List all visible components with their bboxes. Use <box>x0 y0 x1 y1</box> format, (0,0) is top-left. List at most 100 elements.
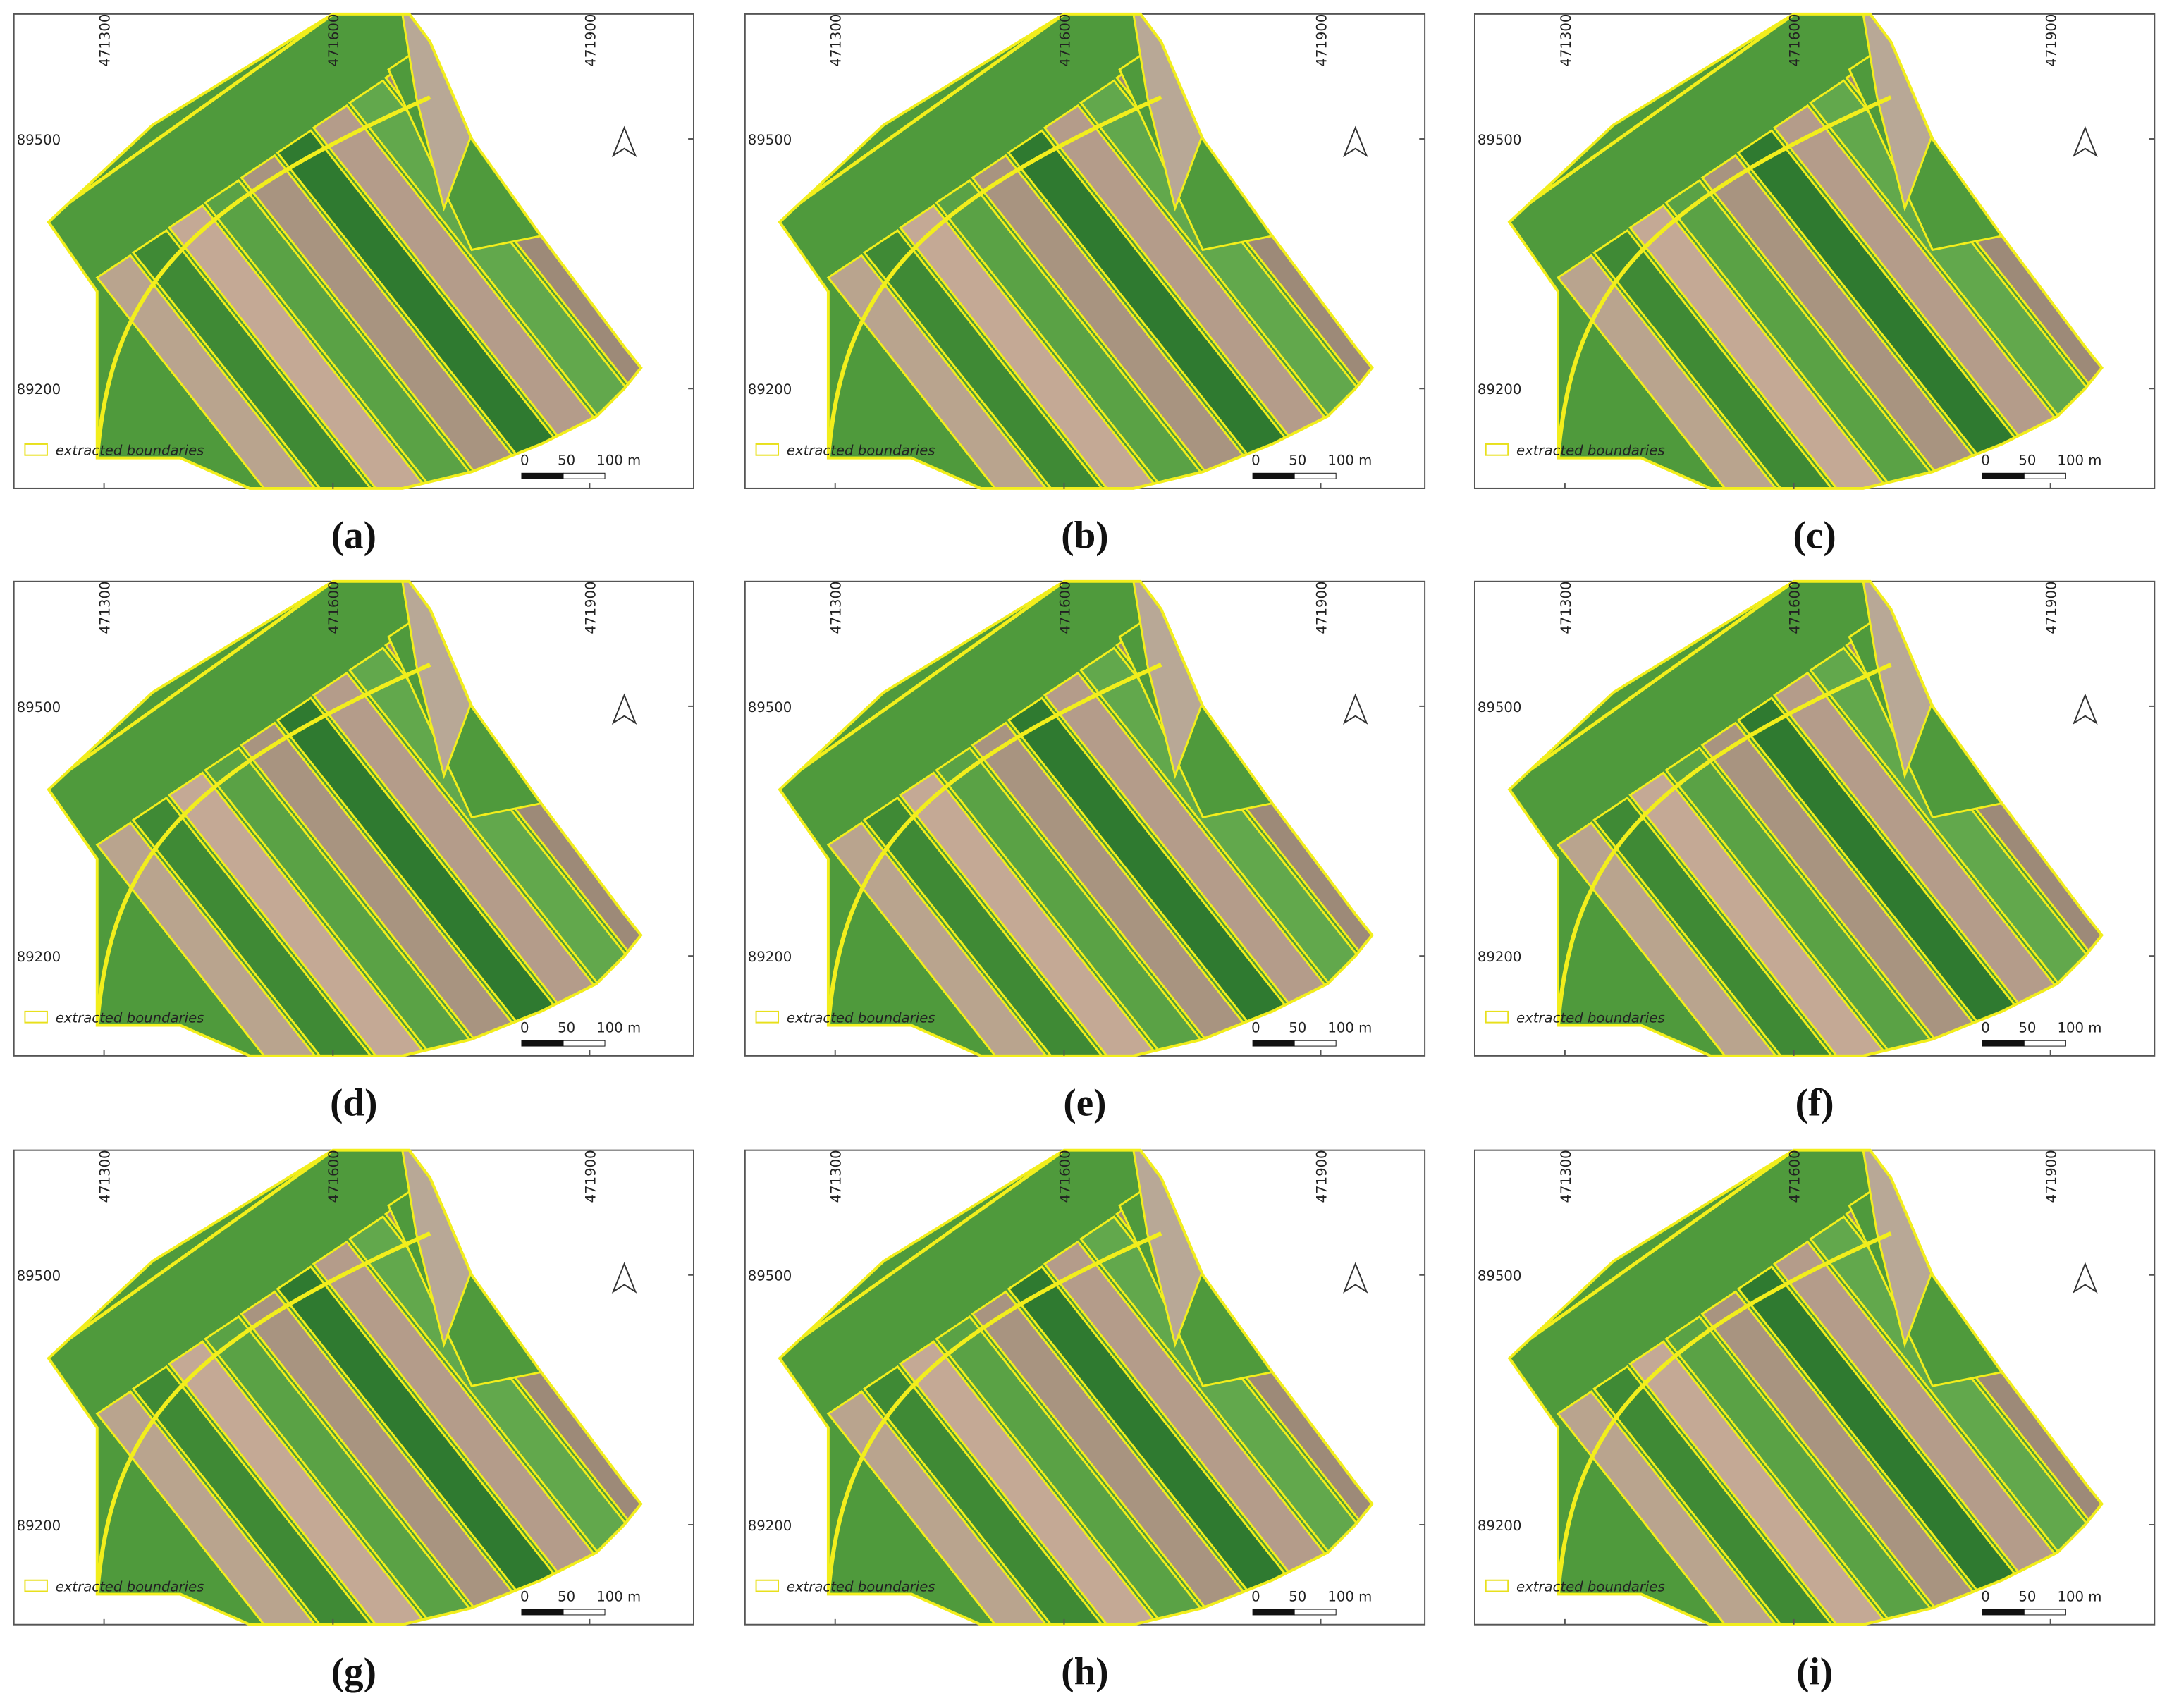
north-arrow <box>1342 125 1368 158</box>
field <box>1592 1365 1893 1625</box>
field-outline <box>778 579 1374 1057</box>
x-coordinate-label: 471300 <box>1558 14 1574 67</box>
field <box>1592 796 1893 1056</box>
field <box>1809 646 2102 1005</box>
field <box>935 1315 1235 1625</box>
field <box>862 228 1163 489</box>
scale-bar <box>2023 472 2066 479</box>
road <box>825 1231 1162 1595</box>
scale-bar <box>521 1609 564 1616</box>
field <box>971 1290 1271 1625</box>
orthophoto <box>48 13 641 489</box>
map-panel: 471300 471600 471900 89500 89200 extracted bo… <box>13 12 694 490</box>
field <box>167 771 468 1056</box>
x-coordinate-label: 471600 <box>1057 582 1073 634</box>
road <box>94 1231 431 1595</box>
field <box>167 1340 468 1625</box>
scale-label: 100 m <box>2058 1019 2102 1036</box>
field <box>240 721 540 1056</box>
orthophoto <box>1509 13 2102 489</box>
x-coordinate-label: 471900 <box>2044 14 2060 67</box>
legend-swatch <box>1485 1579 1509 1592</box>
scale-label: 50 <box>1289 1019 1306 1036</box>
scale-label: 50 <box>2018 1588 2036 1604</box>
x-coordinate-label: 471600 <box>326 14 342 67</box>
map-panel: 471300 471600 471900 89500 89200 extracted bo… <box>744 1148 1426 1626</box>
panel-label: (d) <box>330 1081 377 1124</box>
scale-bar <box>1982 1040 2025 1047</box>
scale-label: 0 <box>520 452 529 468</box>
x-coordinate-label: 471300 <box>97 1150 113 1203</box>
y-coordinate-label: 89500 <box>748 1268 792 1284</box>
x-coordinate-label: 471900 <box>582 582 598 634</box>
x-coordinate-label: 471600 <box>326 1150 342 1203</box>
field-outline <box>47 579 643 1057</box>
y-coordinate-label: 89200 <box>748 1518 792 1534</box>
field <box>862 796 1163 1056</box>
scale-bar <box>521 472 564 479</box>
scale-bar <box>2023 1609 2066 1616</box>
x-coordinate-label: 471300 <box>828 1150 845 1203</box>
map-panel: 471300 471600 471900 89500 89200 extracted bo… <box>13 579 694 1057</box>
field <box>1809 1215 2102 1573</box>
field <box>1079 646 1373 1005</box>
field <box>240 1290 540 1625</box>
legend-label: extracted boundaries <box>56 1578 204 1595</box>
north-arrow <box>2073 125 2098 158</box>
y-coordinate-label: 89500 <box>1478 699 1522 715</box>
map-panel: 471300 471600 471900 89500 89200 extracted bo… <box>744 579 1426 1057</box>
x-coordinate-label: 471600 <box>326 582 342 634</box>
scale-label: 50 <box>558 1588 575 1604</box>
x-coordinate-label: 471900 <box>2044 1150 2060 1203</box>
scale-bar <box>563 472 606 479</box>
scale-bar <box>1294 1609 1337 1616</box>
field <box>131 228 432 489</box>
field <box>95 254 396 489</box>
scale-label: 50 <box>2018 1019 2036 1036</box>
panel-label: (c) <box>1793 514 1836 557</box>
scale-label: 0 <box>1251 452 1260 468</box>
x-coordinate-label: 471300 <box>97 14 113 67</box>
orthophoto <box>780 1150 1373 1625</box>
field <box>862 1365 1163 1625</box>
x-coordinate-label: 471600 <box>1786 582 1803 634</box>
y-coordinate-label: 89200 <box>748 381 792 398</box>
north-arrow <box>611 1262 637 1294</box>
legend-label: extracted boundaries <box>56 1010 204 1026</box>
road <box>1509 1150 1795 1360</box>
scale-bar <box>1294 472 1337 479</box>
field <box>935 746 1235 1056</box>
y-coordinate-label: 89200 <box>1478 381 1522 398</box>
north-arrow <box>2073 1262 2098 1294</box>
scale-label: 100 m <box>596 1588 641 1604</box>
panel-label: (b) <box>1061 514 1108 557</box>
field <box>1809 79 2102 438</box>
field <box>1592 228 1893 489</box>
scale-bar <box>521 1040 564 1047</box>
field-outline <box>47 1148 643 1626</box>
scale-label: 100 m <box>596 1019 641 1036</box>
x-coordinate-label: 471600 <box>1057 1150 1073 1203</box>
scale-bar <box>563 1609 606 1616</box>
scale-label: 0 <box>1981 452 1990 468</box>
y-coordinate-label: 89500 <box>1478 1268 1522 1284</box>
y-coordinate-label: 89500 <box>17 132 61 148</box>
map-panel: 471300 471600 471900 89500 89200 extracted bo… <box>13 1148 694 1626</box>
road <box>1556 1231 1892 1595</box>
road <box>48 581 334 791</box>
scale-bar <box>1982 472 2025 479</box>
field <box>348 79 641 438</box>
field-outline <box>778 1148 1374 1626</box>
orthophoto <box>1509 1150 2102 1625</box>
field-outline <box>778 12 1374 490</box>
scale-label: 0 <box>1251 1588 1260 1604</box>
legend-label: extracted boundaries <box>787 443 935 459</box>
x-coordinate-label: 471900 <box>582 14 598 67</box>
north-arrow <box>611 693 637 725</box>
y-coordinate-label: 89500 <box>748 132 792 148</box>
map-panel: 471300 471600 471900 89500 89200 extracted bo… <box>1473 579 2156 1057</box>
scale-bar <box>2023 1040 2066 1047</box>
field <box>131 1365 432 1625</box>
field <box>348 1215 641 1573</box>
map-panel: 471300 471600 471900 89500 89200 extracted bo… <box>1473 1148 2156 1626</box>
